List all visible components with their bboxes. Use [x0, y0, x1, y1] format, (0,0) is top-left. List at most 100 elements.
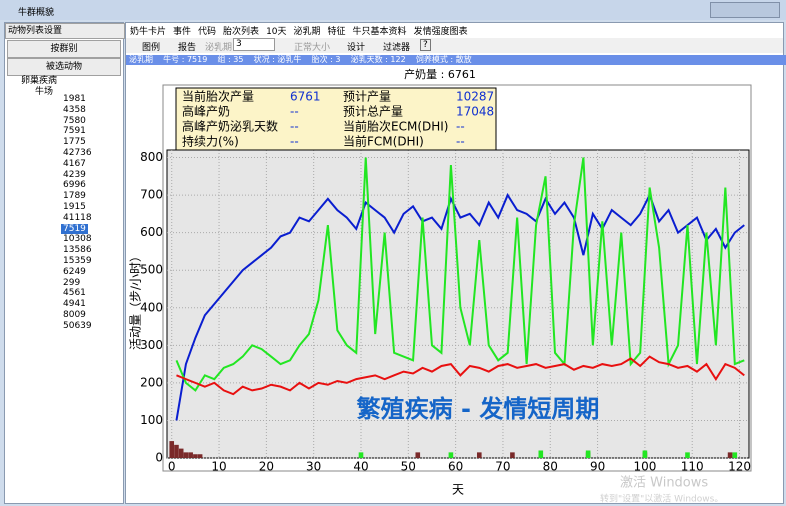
y-tick-label: 700 — [140, 188, 163, 202]
bar — [174, 444, 179, 458]
report-button[interactable]: 报告 — [178, 43, 197, 53]
menu-item[interactable]: 胎次列表 — [223, 27, 260, 37]
tree-item[interactable]: 4561 — [63, 288, 86, 299]
status-bar: 泌乳期 牛号 : 7519 组 : 35 状况 : 泌乳牛 胎次 : 3 泌乳天… — [126, 55, 786, 65]
info-value: 6761 — [290, 90, 321, 104]
y-tick-label: 400 — [140, 300, 163, 314]
bar — [358, 452, 364, 458]
x-tick-label: 100 — [633, 460, 656, 474]
design-button[interactable]: 设计 — [347, 43, 366, 53]
y-tick-label: 100 — [140, 413, 163, 427]
list-dropdown[interactable]: 动物列表设置 — [5, 23, 125, 39]
info-value: -- — [290, 135, 299, 149]
y-tick-label: 800 — [140, 150, 163, 164]
bar — [642, 450, 648, 458]
menu-bar: 奶牛卡片 事件 代码 胎次列表 10天 泌乳期 特征 牛只基本资料 发情强度图表 — [130, 24, 475, 37]
bar — [197, 454, 203, 458]
left-panel: 动物列表设置 按群别 被选动物 卵巢疾病 牛场 1981 4358 7580 7591… — [4, 22, 125, 504]
info-label: 高峰产奶 — [182, 104, 230, 119]
y-tick-label: 200 — [140, 375, 163, 389]
tree-farm[interactable]: 牛场 — [35, 87, 54, 97]
y-axis-label: 活动量（步/小时） — [129, 250, 143, 350]
menu-item[interactable]: 特征 — [327, 27, 346, 37]
bar — [476, 452, 482, 458]
bar — [727, 452, 733, 458]
tree-item[interactable]: 4941 — [63, 299, 86, 310]
tree-item[interactable]: 4239 — [63, 169, 86, 180]
info-value: 17048 — [456, 105, 494, 119]
x-tick-label: 10 — [211, 460, 226, 474]
menu-item[interactable]: 10天 — [266, 27, 287, 37]
group-button[interactable]: 按群别 — [7, 40, 121, 58]
x-tick-label: 120 — [728, 460, 751, 474]
tree-root[interactable]: 卵巢疾病 — [21, 76, 58, 86]
bar — [685, 452, 690, 458]
selected-button[interactable]: 被选动物 — [7, 58, 121, 76]
tree-item[interactable]: 41118 — [63, 212, 92, 223]
menu-item[interactable]: 发情强度图表 — [413, 27, 468, 37]
x-tick-label: 90 — [590, 460, 605, 474]
y-tick-label: 300 — [140, 338, 163, 352]
overlay-text: 繁殖疾病 - 发情短周期 — [357, 395, 600, 423]
info-label: 当前FCM(DHI) — [343, 134, 424, 149]
menu-item[interactable]: 牛只基本资料 — [352, 27, 407, 37]
tree-item[interactable]: 1981 — [63, 94, 86, 104]
x-tick-label: 60 — [448, 460, 463, 474]
tree-item[interactable]: 299 — [63, 277, 81, 288]
tree-item[interactable]: 1789 — [63, 191, 86, 202]
bar — [178, 448, 184, 458]
info-label: 高峰产奶泌乳天数 — [182, 119, 278, 134]
watermark: 激活 Windows — [620, 476, 708, 491]
tree-item[interactable]: 1775 — [63, 137, 86, 148]
tree-item[interactable]: 6249 — [63, 266, 86, 277]
info-value: -- — [290, 120, 299, 134]
bar — [510, 452, 515, 458]
watermark: 转到"设置"以激活 Windows。 — [600, 493, 723, 505]
menu-item[interactable]: 代码 — [198, 27, 217, 37]
tree-item[interactable]: 4358 — [63, 104, 86, 115]
tree-item[interactable]: 15359 — [63, 256, 92, 266]
tree-item[interactable]: 6996 — [63, 180, 86, 191]
normal-size-button[interactable]: 正常大小 — [294, 43, 331, 53]
x-tick-label: 20 — [259, 460, 274, 474]
window-controls[interactable] — [710, 2, 780, 18]
tree-item[interactable]: 7519 — [61, 223, 88, 234]
tree-item[interactable]: 4167 — [63, 158, 86, 169]
tree-item[interactable]: 13586 — [63, 245, 92, 256]
info-label: 预计产量 — [343, 90, 391, 104]
menu-item[interactable]: 事件 — [173, 27, 192, 37]
y-tick-label: 500 — [140, 263, 163, 277]
lactation-select[interactable]: 3 — [233, 38, 275, 51]
window-title: 牛群概貌 — [18, 8, 55, 18]
filter-button[interactable]: 过滤器 — [383, 43, 411, 53]
title-bar: 牛群概貌 — [0, 0, 786, 20]
info-label: 预计总产量 — [343, 105, 403, 119]
x-tick-label: 70 — [495, 460, 510, 474]
tree-item[interactable]: 7580 — [63, 115, 86, 126]
bar — [183, 452, 189, 458]
tree-item[interactable]: 50639 — [63, 320, 92, 331]
tree-item[interactable]: 42736 — [63, 148, 92, 158]
lactation-label: 泌乳期 — [205, 43, 233, 53]
info-box — [175, 87, 497, 151]
y-tick-label: 600 — [140, 225, 163, 239]
tree-item[interactable]: 10308 — [63, 234, 92, 245]
tree-item[interactable]: 1915 — [63, 202, 86, 212]
tree-item[interactable]: 7591 — [63, 126, 86, 137]
bar — [732, 452, 738, 458]
info-value: -- — [456, 120, 465, 134]
x-tick-label: 50 — [401, 460, 416, 474]
info-value: -- — [456, 135, 465, 149]
x-tick-label: 40 — [353, 460, 368, 474]
x-axis-label: 天 — [452, 483, 464, 497]
bar — [415, 452, 421, 458]
help-button[interactable]: ? — [420, 39, 431, 51]
bar — [188, 452, 193, 458]
legend-button[interactable]: 图例 — [142, 43, 161, 53]
menu-item[interactable]: 泌乳期 — [293, 27, 321, 37]
info-value: -- — [290, 105, 299, 119]
menu-item[interactable]: 奶牛卡片 — [130, 27, 167, 37]
tree-item[interactable]: 8009 — [63, 310, 86, 320]
series-line — [176, 355, 745, 396]
